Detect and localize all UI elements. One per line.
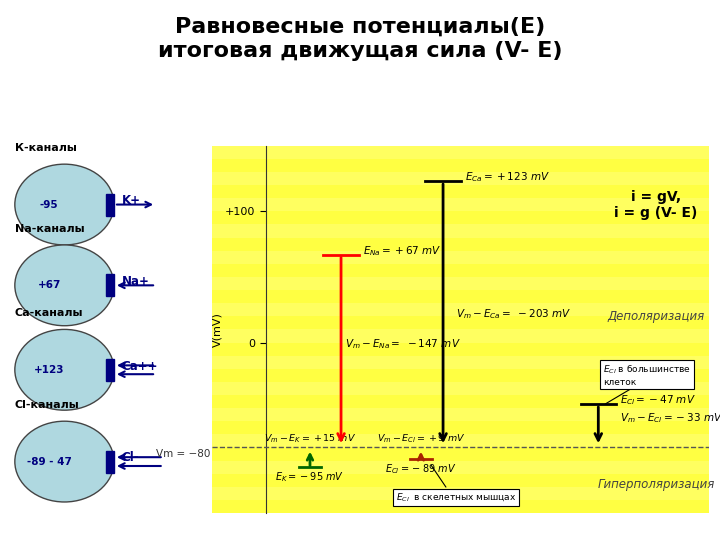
FancyBboxPatch shape (106, 450, 114, 472)
Text: $E_{Ca} = +123\ mV$: $E_{Ca} = +123\ mV$ (465, 171, 550, 184)
Bar (212, 356, 709, 369)
Bar (212, 264, 709, 277)
Text: Деполяризация: Деполяризация (608, 310, 705, 323)
Bar (212, 316, 709, 329)
Bar (212, 448, 709, 461)
Bar (212, 461, 709, 474)
Bar (212, 251, 709, 264)
Text: $E_{Cl}$  в скелетных мышцах: $E_{Cl}$ в скелетных мышцах (396, 491, 516, 503)
Text: $V_m - E_{Cl} = -33\ mV$: $V_m - E_{Cl} = -33\ mV$ (621, 411, 720, 426)
Bar (212, 369, 709, 382)
Ellipse shape (15, 164, 114, 245)
Text: $V_m - E_{Ca} =\ -203\ mV$: $V_m - E_{Ca} =\ -203\ mV$ (456, 307, 572, 321)
Text: Na-каналы: Na-каналы (15, 224, 84, 234)
Text: -89 - 47: -89 - 47 (27, 457, 71, 467)
Bar (212, 238, 709, 251)
Bar (212, 434, 709, 448)
Bar (212, 185, 709, 198)
Bar (212, 211, 709, 225)
Text: Ca++: Ca++ (122, 360, 158, 373)
Text: +67: +67 (37, 280, 61, 291)
Text: +123: +123 (34, 365, 64, 375)
Bar (212, 500, 709, 513)
Bar (212, 198, 709, 211)
Text: Равновесные потенциалы(Е)
итоговая движущая сила (V- Е): Равновесные потенциалы(Е) итоговая движу… (158, 16, 562, 61)
Text: $V_m - E_{Cl} = +9\ mV$: $V_m - E_{Cl} = +9\ mV$ (377, 433, 465, 445)
Bar (212, 146, 709, 159)
Ellipse shape (15, 421, 114, 502)
FancyBboxPatch shape (106, 359, 114, 381)
Bar (212, 408, 709, 421)
Bar (212, 421, 709, 434)
Bar (212, 277, 709, 290)
Text: Vm = −80: Vm = −80 (156, 449, 210, 459)
Text: $E_{Cl} = -89\ mV$: $E_{Cl} = -89\ mV$ (385, 462, 456, 476)
Text: Са-каналы: Са-каналы (15, 308, 84, 319)
Text: Cl-каналы: Cl-каналы (15, 400, 80, 410)
Bar (212, 329, 709, 342)
Text: K+: K+ (122, 194, 140, 207)
Bar (212, 225, 709, 238)
Bar (212, 172, 709, 185)
Bar (212, 474, 709, 487)
Bar (212, 487, 709, 500)
FancyBboxPatch shape (106, 193, 114, 215)
Bar (212, 395, 709, 408)
Ellipse shape (15, 245, 114, 326)
Ellipse shape (15, 329, 114, 410)
Bar (212, 303, 709, 316)
Text: Na+: Na+ (122, 275, 150, 288)
Text: i = gV,
i = g (V- E): i = gV, i = g (V- E) (614, 190, 698, 220)
FancyBboxPatch shape (106, 274, 114, 296)
Text: $V_m - E_{Na} =\ -147\ mV$: $V_m - E_{Na} =\ -147\ mV$ (346, 338, 462, 352)
Text: $E_{Na} = +67\ mV$: $E_{Na} = +67\ mV$ (363, 244, 442, 258)
Text: $E_{Cl}$ в большинстве
клеток: $E_{Cl}$ в большинстве клеток (603, 364, 691, 387)
Text: Cl-: Cl- (122, 451, 139, 464)
Bar (212, 382, 709, 395)
Text: К-каналы: К-каналы (15, 143, 77, 153)
Text: -95: -95 (40, 200, 58, 210)
Text: $E_{Cl} = -47\ mV$: $E_{Cl} = -47\ mV$ (621, 393, 696, 407)
Text: Гиперполяризация: Гиперполяризация (598, 478, 715, 491)
Text: $E_K = -95\ mV$: $E_K = -95\ mV$ (275, 470, 345, 483)
Bar (212, 290, 709, 303)
Bar (212, 159, 709, 172)
Y-axis label: V(mV): V(mV) (212, 312, 222, 347)
Bar (212, 342, 709, 356)
Text: $V_m - E_K = +15\ mV$: $V_m - E_K = +15\ mV$ (264, 433, 356, 445)
